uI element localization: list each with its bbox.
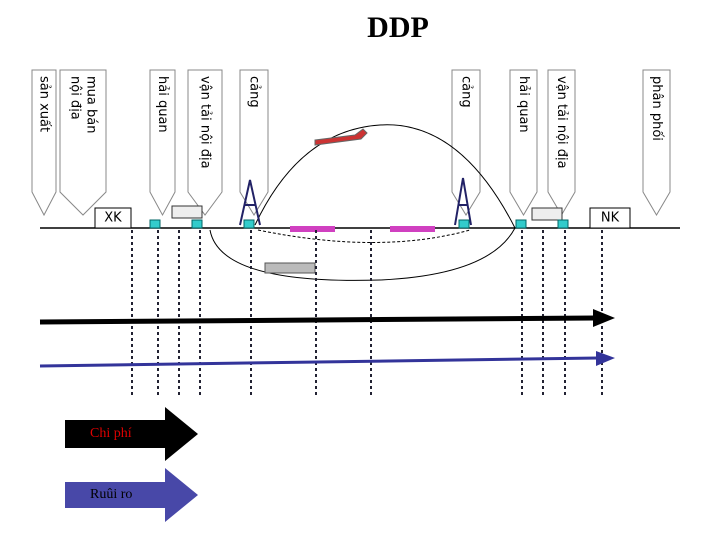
risk-arrow-head (596, 351, 615, 366)
importer-label: NK (601, 211, 620, 226)
label-text: phân phối (649, 76, 664, 141)
plane-icon (314, 128, 368, 146)
label-text: vận tải nội địa (554, 76, 569, 169)
truck-icon (531, 207, 563, 221)
legend-risk-label: Ruûi ro (90, 487, 132, 502)
label-arrow (149, 69, 176, 217)
checkpoint-group (149, 219, 569, 229)
cost-arrow-line (39, 315, 596, 325)
land-route (209, 227, 516, 281)
sea-route (257, 229, 471, 243)
cost-arrow-head (593, 309, 615, 327)
exporter-box (94, 207, 132, 229)
crane-icon (239, 179, 261, 226)
label-arrow (31, 69, 57, 217)
crane-icon (454, 177, 472, 226)
truck-icon (171, 205, 203, 219)
legend-risk-arrow (65, 468, 198, 522)
dotted-lines (131, 230, 603, 398)
label-arrow (509, 69, 538, 216)
air-route (254, 124, 516, 229)
label-arrow (59, 69, 107, 216)
risk-arrow-line (39, 356, 599, 368)
legend-cost-arrow (65, 407, 198, 461)
train-icon (264, 262, 316, 274)
label-text: cảng (247, 76, 262, 108)
label-arrow (547, 69, 576, 216)
label-text: cảng (459, 76, 474, 108)
label-text: hải quan (516, 76, 531, 133)
ship-icon (290, 226, 335, 232)
legend-cost-label: Chi phí (90, 426, 132, 441)
label-text: mua bán (84, 76, 99, 133)
label-arrow (239, 69, 269, 216)
label-arrow (187, 69, 223, 216)
label-text: vận tải nội địa (198, 76, 213, 169)
label-text: sản xuất (37, 76, 52, 132)
label-text: hải quan (155, 76, 170, 133)
title: DDP (367, 11, 429, 44)
label-arrow (451, 69, 481, 216)
ship-icon (390, 226, 435, 232)
importer-box (589, 207, 631, 229)
label-text: nội địa (68, 76, 83, 120)
exporter-label: XK (104, 211, 122, 226)
label-arrow (642, 69, 671, 216)
